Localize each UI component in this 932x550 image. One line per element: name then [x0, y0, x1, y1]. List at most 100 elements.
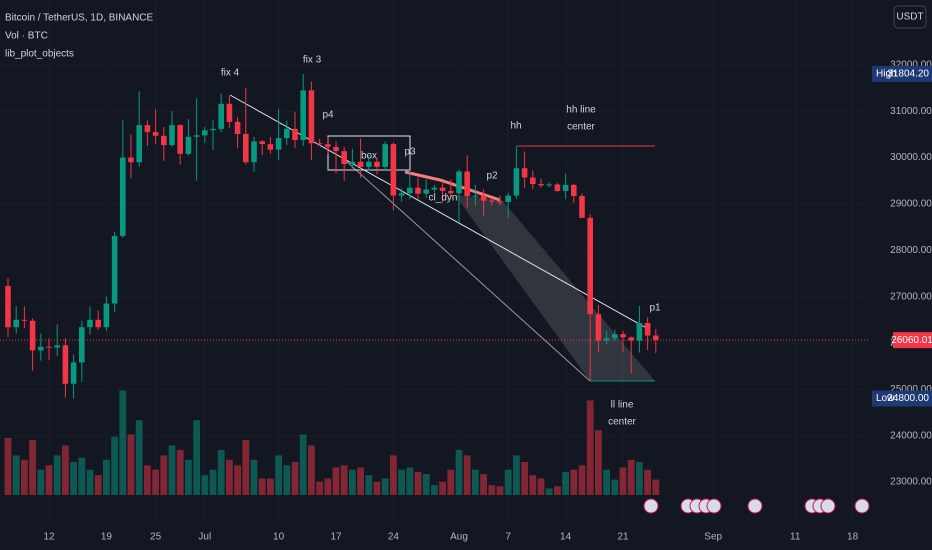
candle-body	[111, 235, 118, 304]
volume-bar	[422, 474, 430, 495]
volume-bar	[652, 479, 660, 495]
candle-body	[308, 90, 315, 144]
candle-body	[579, 196, 585, 218]
volume-bar	[390, 455, 397, 495]
volume-bar	[488, 485, 496, 495]
volume-bar	[398, 469, 405, 495]
x-tick-label: 10	[273, 532, 285, 543]
volume-bar	[37, 469, 45, 495]
candle-body	[38, 346, 44, 351]
volume-bar	[283, 465, 291, 495]
volume-bar	[324, 478, 332, 495]
volume-bar	[513, 455, 520, 495]
volume-bar	[340, 465, 348, 495]
candle-body	[300, 90, 306, 140]
volume-bar	[545, 488, 553, 495]
candle-body	[505, 195, 511, 203]
candle-body	[374, 161, 380, 167]
candle-body	[497, 201, 503, 203]
price-label-value: 31804.20	[887, 69, 929, 80]
candle-body	[620, 334, 626, 338]
price-label-box	[872, 390, 932, 407]
x-tick-label: 12	[43, 532, 55, 543]
event-icon[interactable]	[854, 498, 870, 514]
candle-body	[62, 345, 69, 384]
volume-bar	[455, 449, 463, 495]
cl-dyn-line	[404, 170, 501, 202]
volume-bar	[529, 475, 537, 495]
volume-bar	[193, 420, 200, 495]
volume-bar	[267, 478, 274, 495]
event-icon[interactable]	[706, 498, 722, 514]
candle-body	[251, 141, 257, 163]
price-label-name: Low	[876, 393, 895, 404]
last-price-label: 26060.01	[891, 335, 932, 346]
candle-body	[628, 337, 634, 341]
candle-body	[136, 125, 142, 163]
x-tick-label: 7	[505, 532, 511, 543]
volume-bar	[45, 465, 53, 495]
volume-bar	[226, 459, 233, 495]
candle-body	[472, 195, 479, 197]
candle-body	[292, 128, 298, 140]
candle-body	[521, 168, 528, 178]
price-label-box	[872, 65, 932, 82]
y-tick-label: 24000.00	[890, 430, 932, 441]
last-price-box	[893, 332, 932, 349]
labels: 23000.0024000.0025000.0026000.0027000.00…	[0, 55, 932, 543]
volume-bar	[480, 474, 487, 495]
annotation: center	[608, 417, 636, 428]
event-icon[interactable]	[820, 498, 836, 514]
candle-body	[275, 138, 282, 150]
volume-bar	[234, 465, 241, 495]
x-tick-label: Aug	[450, 532, 468, 543]
candle-body	[587, 217, 593, 315]
volume-bar	[611, 479, 619, 495]
candle-body	[161, 135, 167, 146]
volume-bar	[586, 400, 594, 495]
script-title: lib_plot_objects	[5, 49, 74, 60]
channel-line	[344, 159, 591, 382]
candle-body	[448, 190, 454, 194]
event-icon[interactable]	[643, 498, 659, 514]
annotation: ll line	[611, 400, 634, 411]
volume-bar	[349, 469, 356, 495]
x-tick-label: 25	[150, 532, 162, 543]
event-icon[interactable]	[747, 498, 763, 514]
candle-body	[431, 187, 438, 190]
currency[interactable]: USDT	[896, 12, 923, 23]
candle-body	[398, 193, 405, 196]
volume-bar	[472, 469, 479, 495]
candle-body	[341, 151, 347, 165]
volume-bar	[504, 469, 512, 495]
candle-body	[70, 362, 77, 384]
volume-bar	[570, 469, 578, 495]
volume-bar	[603, 469, 610, 495]
candle-body	[185, 136, 192, 154]
volume-bar	[439, 481, 446, 495]
volume-bar	[94, 475, 102, 495]
volume-title: Vol · BTC	[5, 31, 48, 42]
volume-bar	[644, 469, 651, 495]
volume-bar	[365, 475, 373, 495]
volume-bar	[316, 481, 323, 495]
y-tick-label: 29000.00	[890, 199, 932, 210]
volume-bar	[127, 434, 135, 495]
y-tick-label: 31000.00	[890, 106, 932, 117]
volume-bar	[250, 459, 258, 495]
candle-body	[21, 319, 28, 321]
candle-body	[333, 146, 339, 152]
trend-line	[229, 94, 651, 331]
y-tick-label: 30000.00	[890, 152, 932, 163]
volume-bar	[562, 471, 569, 495]
volume-bar	[357, 467, 364, 495]
currency-button[interactable]	[893, 5, 927, 29]
x-tick-label: 11	[790, 532, 801, 543]
candle-body	[210, 128, 216, 131]
annotation: p1	[649, 303, 661, 314]
candle-body	[128, 157, 134, 163]
volume-bar	[537, 478, 545, 495]
candles	[5, 73, 659, 399]
candle-body	[612, 334, 618, 339]
candle-body	[644, 323, 651, 336]
